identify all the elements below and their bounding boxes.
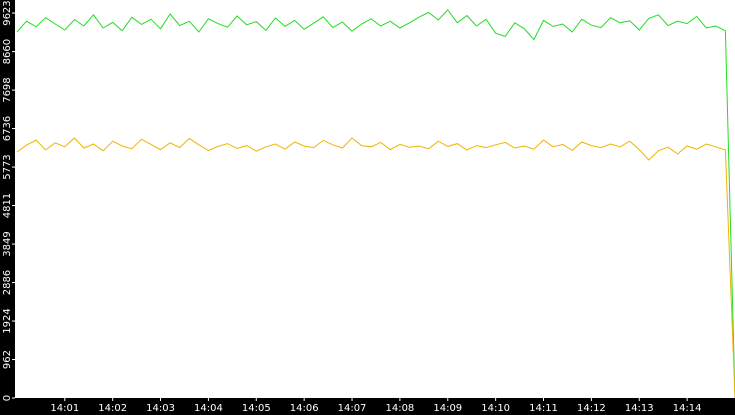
y-tick-label: 5773 — [2, 154, 13, 179]
x-tick-label: 14:08 — [385, 403, 414, 414]
y-tick-label: 8660 — [2, 39, 13, 64]
x-tick-label: 14:13 — [625, 403, 654, 414]
y-tick-label: 4811 — [2, 193, 13, 218]
x-tick-label: 14:09 — [433, 403, 462, 414]
plot-area — [15, 0, 735, 398]
y-tick-label: 0 — [2, 395, 13, 401]
x-tick-label: 14:07 — [338, 403, 367, 414]
x-tick-label: 14:05 — [242, 403, 271, 414]
y-tick-label: 6736 — [2, 116, 13, 141]
y-tick-label: 7698 — [2, 77, 13, 102]
series-line — [16, 137, 735, 399]
x-tick-label: 14:12 — [577, 403, 606, 414]
x-tick-label: 14:03 — [146, 403, 175, 414]
x-tick-label: 14:04 — [194, 403, 223, 414]
y-tick-label: 962 — [2, 350, 13, 369]
y-tick-label: 9623 — [2, 0, 13, 25]
series-line — [16, 9, 735, 399]
y-tick-label: 3849 — [2, 231, 13, 256]
x-tick-label: 14:11 — [529, 403, 558, 414]
y-tick-label: 2886 — [2, 270, 13, 295]
x-tick-label: 14:06 — [290, 403, 319, 414]
x-tick-label: 14:01 — [50, 403, 79, 414]
x-tick-label: 14:14 — [673, 403, 702, 414]
x-tick-label: 14:02 — [98, 403, 127, 414]
y-tick-label: 1924 — [2, 308, 13, 333]
x-tick-label: 14:10 — [481, 403, 510, 414]
